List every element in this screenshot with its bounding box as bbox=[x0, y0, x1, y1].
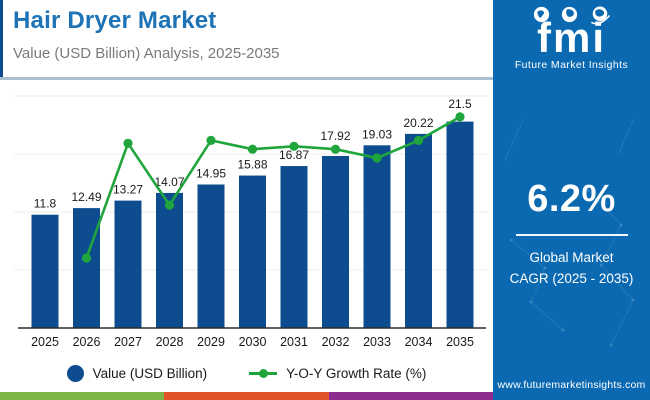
bar-2027 bbox=[114, 200, 142, 328]
x-axis-label-2033: 2033 bbox=[363, 335, 391, 349]
legend-label-growth: Y-O-Y Growth Rate (%) bbox=[286, 366, 427, 381]
footer-stripe-green bbox=[0, 392, 165, 400]
bar-value-label: 20.22 bbox=[403, 116, 433, 130]
bar-2025 bbox=[31, 214, 59, 328]
line-point-2026 bbox=[81, 253, 92, 263]
bar-value-label: 11.8 bbox=[34, 197, 57, 211]
growth-series-marker bbox=[259, 368, 269, 378]
legend-item-growth[interactable]: Y-O-Y Growth Rate (%) bbox=[249, 366, 426, 381]
legend-label-value: Value (USD Billion) bbox=[92, 366, 208, 381]
website-link[interactable]: www.futuremarketinsights.com bbox=[497, 379, 646, 391]
bar-value-label: 21.5 bbox=[448, 97, 472, 111]
cagr-divider bbox=[515, 234, 628, 236]
footer-stripe bbox=[0, 392, 493, 400]
bar-value-label: 14.95 bbox=[196, 166, 226, 180]
bar-2034 bbox=[405, 133, 432, 328]
globe-americas-icon bbox=[533, 6, 549, 23]
bar-2033 bbox=[363, 145, 391, 328]
line-point-2027 bbox=[123, 138, 133, 148]
chart-area: 11.8 2025 12.49 2026 13.27 2027 14.07 2028 14.95… bbox=[0, 80, 493, 392]
bar-2028 bbox=[156, 192, 183, 328]
line-point-2034 bbox=[413, 135, 424, 145]
bar-value-label: 12.49 bbox=[71, 190, 101, 204]
bar-value-label: 16.87 bbox=[279, 148, 309, 162]
chart-legend: Value (USD Billion) Y-O-Y Growth Rate (%… bbox=[0, 365, 493, 382]
line-point-2028 bbox=[164, 200, 175, 210]
line-point-2032 bbox=[330, 144, 341, 154]
x-axis-label-2028: 2028 bbox=[156, 335, 184, 349]
bar-2031 bbox=[280, 166, 308, 328]
x-axis-label-2029: 2029 bbox=[197, 335, 225, 349]
x-axis-label-2025: 2025 bbox=[31, 335, 59, 349]
value-series-swatch bbox=[66, 365, 84, 382]
x-axis-label-2027: 2027 bbox=[114, 335, 142, 349]
x-axis-label-2035: 2035 bbox=[446, 335, 474, 349]
bar-value-label: 15.88 bbox=[237, 158, 267, 172]
market-chart: 11.8 2025 12.49 2026 13.27 2027 14.07 2028 14.95… bbox=[14, 95, 488, 349]
page-subtitle: Value (USD Billion) Analysis, 2025-2035 bbox=[13, 45, 280, 62]
globe-apac-icon bbox=[590, 6, 610, 25]
line-point-2029 bbox=[206, 135, 216, 145]
bar-value-label: 13.27 bbox=[113, 183, 143, 197]
footer-stripe-orange bbox=[164, 392, 329, 400]
line-point-2030 bbox=[247, 144, 258, 154]
brand-sidebar: fmi Future Market Insights 6.2% Global M… bbox=[493, 0, 650, 400]
bar-value-label: 19.03 bbox=[362, 127, 392, 141]
cagr-label-line2: CAGR (2025 - 2035) bbox=[509, 270, 634, 286]
footer-stripe-purple bbox=[328, 392, 493, 400]
legend-item-value[interactable]: Value (USD Billion) bbox=[66, 365, 208, 382]
constellation-decoration bbox=[504, 119, 635, 347]
cagr-value: 6.2% bbox=[527, 178, 616, 220]
x-axis-label-2032: 2032 bbox=[322, 335, 350, 349]
cagr-label-line1: Global Market bbox=[529, 250, 614, 265]
x-axis-label-2034: 2034 bbox=[405, 335, 433, 349]
header-divider bbox=[0, 77, 493, 80]
x-axis-label-2031: 2031 bbox=[280, 335, 308, 349]
line-point-2035 bbox=[455, 112, 465, 122]
bar-2030 bbox=[239, 175, 266, 328]
logo-caption: Future Market Insights bbox=[514, 58, 629, 71]
header-accent-strip bbox=[0, 0, 3, 77]
line-point-2031 bbox=[289, 141, 299, 151]
globe-emea-icon bbox=[561, 6, 577, 23]
header: Hair Dryer Market Value (USD Billion) An… bbox=[0, 0, 493, 77]
bar-2029 bbox=[197, 184, 225, 328]
cagr-label: Global Market CAGR (2025 - 2035) bbox=[493, 248, 650, 290]
cagr-block: 6.2% Global Market CAGR (2025 - 2035) bbox=[493, 178, 650, 290]
x-axis-label-2030: 2030 bbox=[239, 335, 267, 349]
page-title: Hair Dryer Market bbox=[13, 7, 217, 34]
bar-value-label: 17.92 bbox=[320, 129, 350, 143]
x-axis-label-2026: 2026 bbox=[73, 335, 101, 349]
bar-2032 bbox=[322, 155, 349, 328]
bar-value-label: 14.07 bbox=[154, 175, 184, 189]
bar-2035 bbox=[446, 121, 474, 328]
growth-series-swatch bbox=[249, 368, 278, 378]
fmi-logo: fmi Future Market Insights bbox=[493, 6, 650, 71]
logo-globes bbox=[493, 6, 650, 25]
growth-line bbox=[85, 115, 461, 259]
bar-2026 bbox=[73, 208, 100, 328]
line-point-2033 bbox=[372, 153, 382, 163]
